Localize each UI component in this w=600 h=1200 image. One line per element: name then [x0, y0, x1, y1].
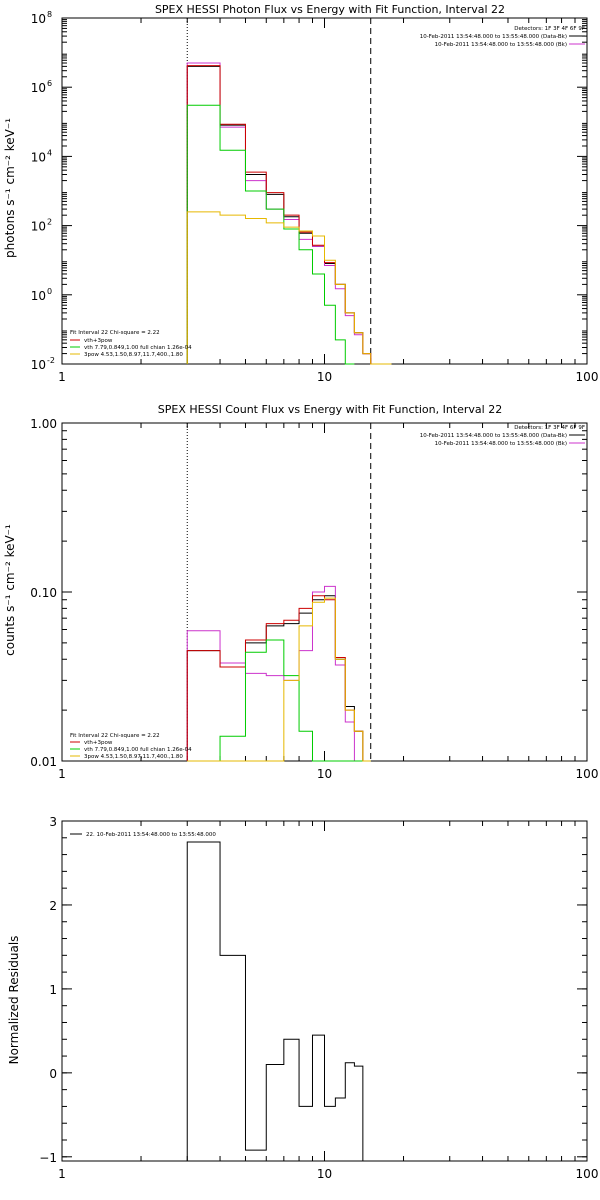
count-flux-panel: SPEX HESSI Count Flux vs Energy with Fit…: [3, 403, 598, 781]
count-plot-area: 1 10 100 0.01 0.10 1.00: [30, 417, 598, 781]
count-fit-label-3pow: 3pow 4.53,1.50,8.97,11.7,400.,1.80: [84, 754, 183, 760]
count-series-bk: [186, 585, 371, 762]
count-data-bk-label: 10-Feb-2011 13:54:48.000 to 13:55:48.000…: [420, 433, 567, 439]
count-fit-label-vth: vth 7.79,0.849,1.00 full chian 1.26e-04: [84, 747, 192, 753]
photon-flux-panel: SPEX HESSI Photon Flux vs Energy with Fi…: [3, 3, 598, 384]
count-fit-label-total: vth+3pow: [84, 740, 113, 746]
photon-y-tick-exponent: 2: [47, 218, 52, 227]
photon-bk-label: 10-Feb-2011 13:54:48.000 to 13:55:48.000…: [435, 42, 567, 48]
photon-panel-title: SPEX HESSI Photon Flux vs Energy with Fi…: [155, 3, 505, 16]
photon-fit-label-vth: vth 7.79,0.849,1.00 full chian 1.26e-04: [84, 345, 192, 351]
count-x-tick-label: 1: [58, 767, 66, 781]
photon-y-tick-label: 10: [31, 12, 46, 26]
count-y-tick-label: 1.00: [30, 417, 57, 431]
count-x-tick-label: 10: [317, 767, 332, 781]
residuals-y-tick-label: 0: [49, 1067, 57, 1081]
count-x-tick-label: 100: [576, 767, 599, 781]
residuals-series-residuals: [186, 841, 364, 1161]
residuals-x-tick-label: 10: [317, 1167, 332, 1181]
photon-fit-legend: Fit Interval 22 Chi-square = 2.22 vth+3p…: [70, 330, 192, 358]
residuals-x-tick-label: 100: [576, 1167, 599, 1181]
photon-y-tick-exponent: 8: [47, 10, 52, 19]
photon-data-bk-label: 10-Feb-2011 13:54:48.000 to 13:55:48.000…: [420, 34, 567, 40]
residuals-panel: Normalized Residuals 1 10 100 −1 0 1 2 3 22. 10…: [7, 815, 598, 1181]
residuals-legend: 22. 10-Feb-2011 13:54:48.000 to 13:55:48…: [70, 832, 216, 838]
residuals-x-tick-label: 1: [58, 1167, 66, 1181]
count-panel-title: SPEX HESSI Count Flux vs Energy with Fit…: [158, 403, 502, 416]
residuals-y-tick-label: 3: [49, 815, 57, 829]
photon-detectors-label: Detectors: 1F 3F 4F 6F 9F: [514, 26, 585, 32]
photon-x-tick-label: 1: [58, 370, 66, 384]
photon-y-tick-exponent: -2: [47, 356, 55, 365]
photon-y-tick-exponent: 0: [47, 287, 52, 296]
count-bk-label: 10-Feb-2011 13:54:48.000 to 13:55:48.000…: [435, 441, 567, 447]
photon-series-3pow: [186, 211, 392, 365]
photon-info-legend: Detectors: 1F 3F 4F 6F 9F 10-Feb-2011 13…: [420, 26, 585, 48]
photon-fit-label-total: vth+3pow: [84, 338, 113, 344]
residuals-y-tick-label: 2: [49, 899, 57, 913]
photon-fit-text: Fit Interval 22 Chi-square = 2.22: [70, 330, 160, 336]
photon-x-tick-label: 100: [576, 370, 599, 384]
photon-x-tick-label: 10: [317, 370, 332, 384]
photon-y-tick-exponent: 4: [47, 148, 52, 157]
photon-y-tick-label: 10: [31, 289, 46, 303]
residuals-plot-area: 1 10 100 −1 0 1 2 3: [39, 815, 598, 1181]
photon-y-tick-label: 10: [31, 220, 46, 234]
photon-y-tick-exponent: 6: [47, 79, 52, 88]
residuals-y-tick-label: 1: [49, 983, 57, 997]
count-detectors-label: Detectors: 1F 3F 4F 6F 9F: [514, 425, 585, 431]
photon-y-tick-label: 10: [31, 81, 46, 95]
photon-y-tick-label: 10: [31, 358, 46, 372]
residuals-y-tick-label: −1: [39, 1151, 57, 1165]
count-y-axis-label: counts s⁻¹ cm⁻² keV⁻¹: [3, 524, 17, 656]
photon-fit-label-3pow: 3pow 4.53,1.50,8.97,11.7,400.,1.80: [84, 352, 183, 358]
count-fit-legend: Fit Interval 22 Chi-square = 2.22 vth+3p…: [70, 733, 192, 760]
residuals-y-axis-label: Normalized Residuals: [7, 936, 21, 1065]
photon-y-tick-label: 10: [31, 150, 46, 164]
count-y-tick-label: 0.01: [30, 755, 57, 769]
count-y-tick-label: 0.10: [30, 586, 57, 600]
count-fit-text: Fit Interval 22 Chi-square = 2.22: [70, 733, 160, 739]
count-series-3pow: [187, 597, 371, 762]
count-info-legend: Detectors: 1F 3F 4F 6F 9F 10-Feb-2011 13…: [420, 425, 585, 447]
residuals-legend-label: 22. 10-Feb-2011 13:54:48.000 to 13:55:48…: [86, 832, 216, 838]
photon-y-axis-label: photons s⁻¹ cm⁻² keV⁻¹: [3, 118, 17, 258]
